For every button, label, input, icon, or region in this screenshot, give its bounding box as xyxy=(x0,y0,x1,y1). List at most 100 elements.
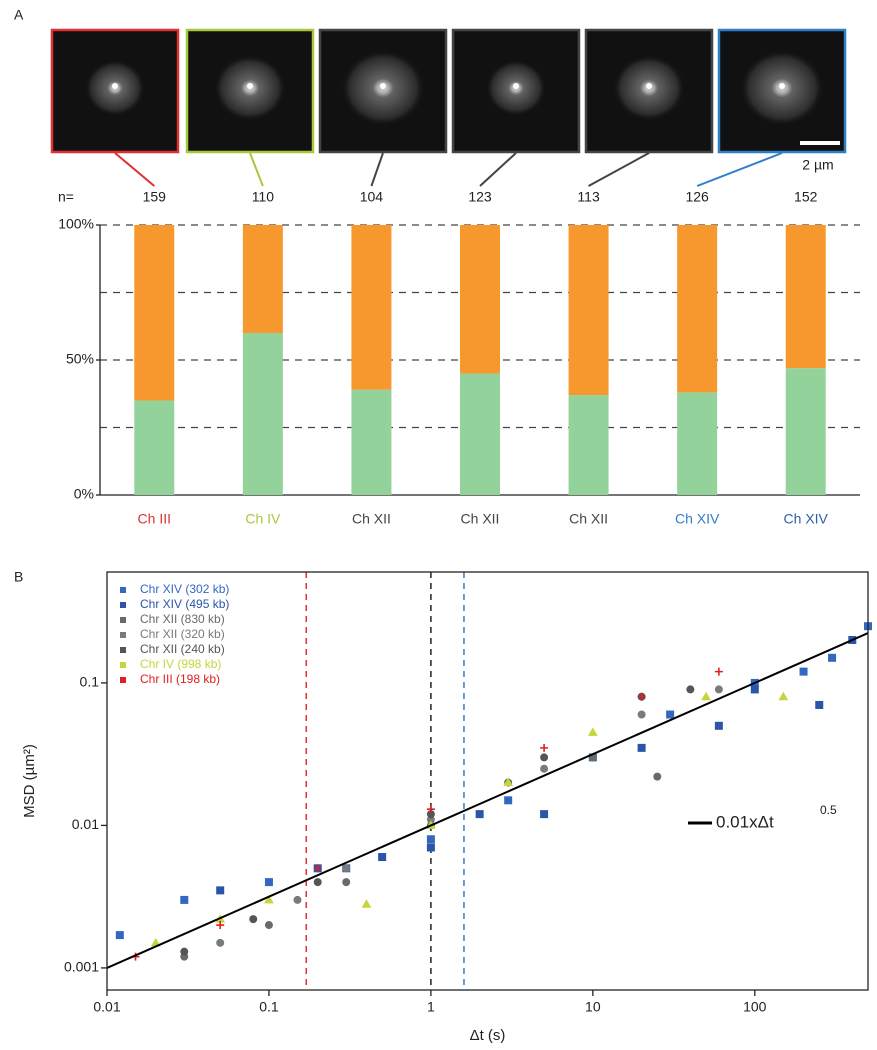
plot-frame xyxy=(106,571,869,991)
data-point xyxy=(115,931,124,940)
x-tick-label: 0.1 xyxy=(259,999,279,1015)
data-point xyxy=(216,921,225,930)
legend-label: Chr IV (998 kb) xyxy=(140,657,221,671)
data-point xyxy=(587,727,598,736)
legend-marker xyxy=(120,632,126,638)
bar-segment xyxy=(568,395,609,495)
bar-segment xyxy=(460,373,500,495)
bar-segment xyxy=(677,225,718,393)
connector xyxy=(479,152,517,187)
count-label: 152 xyxy=(794,189,818,205)
data-point xyxy=(180,895,189,904)
x-tick-label: 1 xyxy=(427,999,435,1015)
data-point xyxy=(815,700,824,709)
data-point xyxy=(714,667,723,676)
data-point xyxy=(313,878,322,887)
locus xyxy=(513,83,519,89)
data-point xyxy=(313,864,322,873)
data-point xyxy=(342,864,351,873)
bar-segment xyxy=(134,400,175,495)
panel-label: A xyxy=(14,7,24,23)
y-tick-label: 0.001 xyxy=(64,959,99,975)
legend-label: Chr XIV (302 kb) xyxy=(140,582,229,596)
locus xyxy=(247,83,253,89)
connector xyxy=(696,152,783,187)
data-point xyxy=(637,743,646,752)
legend-label: Chr III (198 kb) xyxy=(140,672,220,686)
data-point xyxy=(540,764,549,773)
y-tick-label: 100% xyxy=(58,216,94,232)
data-point xyxy=(426,835,435,844)
x-axis-label: Δt (s) xyxy=(470,1027,506,1044)
bar-segment xyxy=(460,225,500,374)
data-point xyxy=(750,685,759,694)
locus xyxy=(646,83,652,89)
x-tick-label: Ch XII xyxy=(569,511,608,527)
data-point xyxy=(216,886,225,895)
count-label: 104 xyxy=(360,189,384,205)
panel-label: B xyxy=(14,569,23,585)
x-tick-label: 100 xyxy=(743,999,767,1015)
locus xyxy=(112,83,118,89)
data-point xyxy=(540,753,549,762)
x-tick-label: Ch IV xyxy=(245,511,281,527)
legend-marker xyxy=(120,617,126,623)
legend-marker xyxy=(120,662,126,668)
data-point xyxy=(714,721,723,730)
legend-label: Chr XIV (495 kb) xyxy=(140,597,229,611)
y-tick-label: 0.01 xyxy=(72,816,99,832)
legend-label: Chr XII (240 kb) xyxy=(140,642,225,656)
count-label: 110 xyxy=(252,189,275,205)
data-point xyxy=(799,667,808,676)
legend-label: Chr XII (830 kb) xyxy=(140,612,225,626)
x-tick-label: 10 xyxy=(585,999,601,1015)
legend-marker xyxy=(120,677,126,683)
data-point xyxy=(475,810,484,819)
data-point xyxy=(264,894,274,904)
data-point xyxy=(426,805,435,814)
legend-marker xyxy=(120,587,126,593)
connector xyxy=(114,152,155,187)
connector xyxy=(249,152,264,187)
data-point xyxy=(540,743,549,752)
data-point xyxy=(293,895,302,904)
x-tick-label: Ch XIV xyxy=(675,511,720,527)
micrograph xyxy=(584,28,714,154)
bar-segment xyxy=(568,225,609,396)
data-point xyxy=(503,777,514,787)
connector xyxy=(370,152,384,187)
data-point xyxy=(637,710,646,719)
fit-label: 0.01xΔt xyxy=(716,812,774,831)
data-point xyxy=(342,878,351,887)
count-label: 113 xyxy=(577,189,600,205)
count-label: 159 xyxy=(143,189,167,205)
data-point xyxy=(180,947,189,956)
y-tick-label: 0% xyxy=(74,486,94,502)
bar-segment xyxy=(134,225,175,401)
y-tick-label: 50% xyxy=(66,351,94,367)
legend-marker xyxy=(120,647,126,653)
data-point xyxy=(666,710,675,719)
fit-exponent: 0.5 xyxy=(820,803,837,817)
data-point xyxy=(426,843,435,852)
locus xyxy=(779,83,785,89)
legend-label: Chr XII (320 kb) xyxy=(140,627,225,641)
bar-segment xyxy=(351,389,392,495)
legend-marker xyxy=(120,602,126,608)
data-point xyxy=(504,796,513,805)
count-prefix: n= xyxy=(58,189,74,205)
count-label: 126 xyxy=(685,189,709,205)
x-tick-label: Ch III xyxy=(138,511,171,527)
data-point xyxy=(714,685,723,694)
data-point xyxy=(653,772,662,781)
bar-segment xyxy=(351,225,392,390)
data-point xyxy=(778,691,789,701)
bar-segment xyxy=(677,392,718,495)
y-tick-label: 0.1 xyxy=(80,674,100,690)
x-tick-label: Ch XIV xyxy=(784,511,829,527)
x-tick-label: Ch XII xyxy=(461,511,500,527)
data-point xyxy=(540,810,549,819)
x-tick-label: 0.01 xyxy=(93,999,120,1015)
data-point xyxy=(378,853,387,862)
